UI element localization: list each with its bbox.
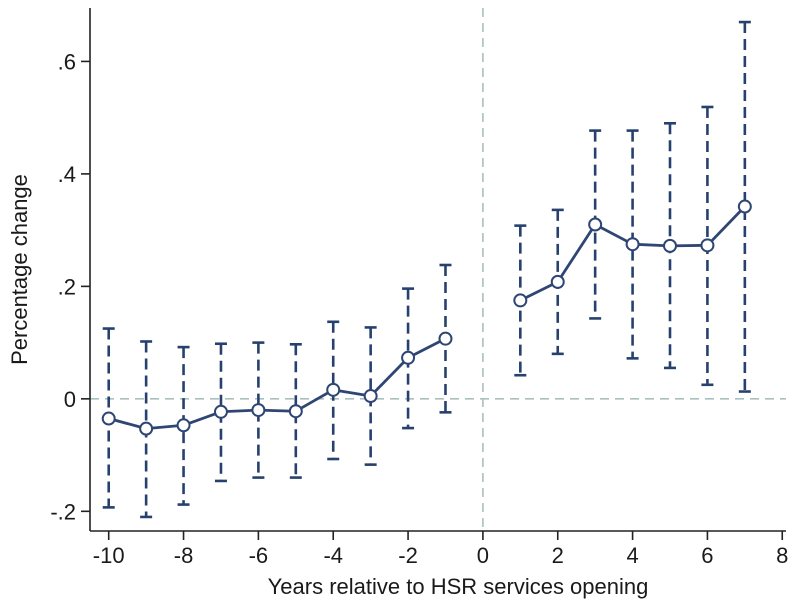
data-point [663,238,677,253]
data-point [363,389,378,404]
y-axis-title: Percentage change [7,174,32,365]
x-tick-label: 2 [552,543,564,568]
x-tick-label: 8 [776,543,788,568]
x-tick-label: -8 [174,543,194,568]
confidence-intervals [102,20,751,519]
data-point [513,293,528,308]
y-tick-label: -.2 [50,499,76,524]
x-tick-label: -6 [249,543,269,568]
x-tick-label: 0 [477,543,489,568]
axes [89,8,786,532]
x-tick-label: -4 [323,543,343,568]
y-tick-label: .2 [58,274,76,299]
y-tick-label: 0 [64,387,76,412]
series-line-pre [108,337,447,431]
y-tick-label: .4 [58,162,76,187]
data-point [438,331,453,346]
estimate-points [101,199,752,436]
x-tick-label: -2 [398,543,418,568]
data-point [326,382,341,397]
data-point [213,404,228,419]
data-point [176,418,191,433]
x-tick-label: -10 [93,543,125,568]
data-point [401,350,416,365]
estimate-lines [108,205,746,431]
x-tick-label: 4 [626,543,638,568]
data-point [139,421,154,436]
data-point [288,404,303,419]
x-axis-title: Years relative to HSR services opening [268,574,649,599]
data-point [737,199,752,214]
data-point [588,217,603,232]
data-point [101,411,116,426]
data-point [251,403,266,418]
y-ticks: -.2 0 .2 .4 .6 [50,49,90,524]
x-tick-label: 6 [701,543,713,568]
reference-lines [90,8,786,531]
data-point [550,274,565,289]
x-ticks: -10 -8 -6 -4 -2 0 2 4 6 8 [93,531,788,568]
y-tick-label: .6 [58,49,76,74]
data-point [625,237,640,252]
data-point [700,238,715,253]
